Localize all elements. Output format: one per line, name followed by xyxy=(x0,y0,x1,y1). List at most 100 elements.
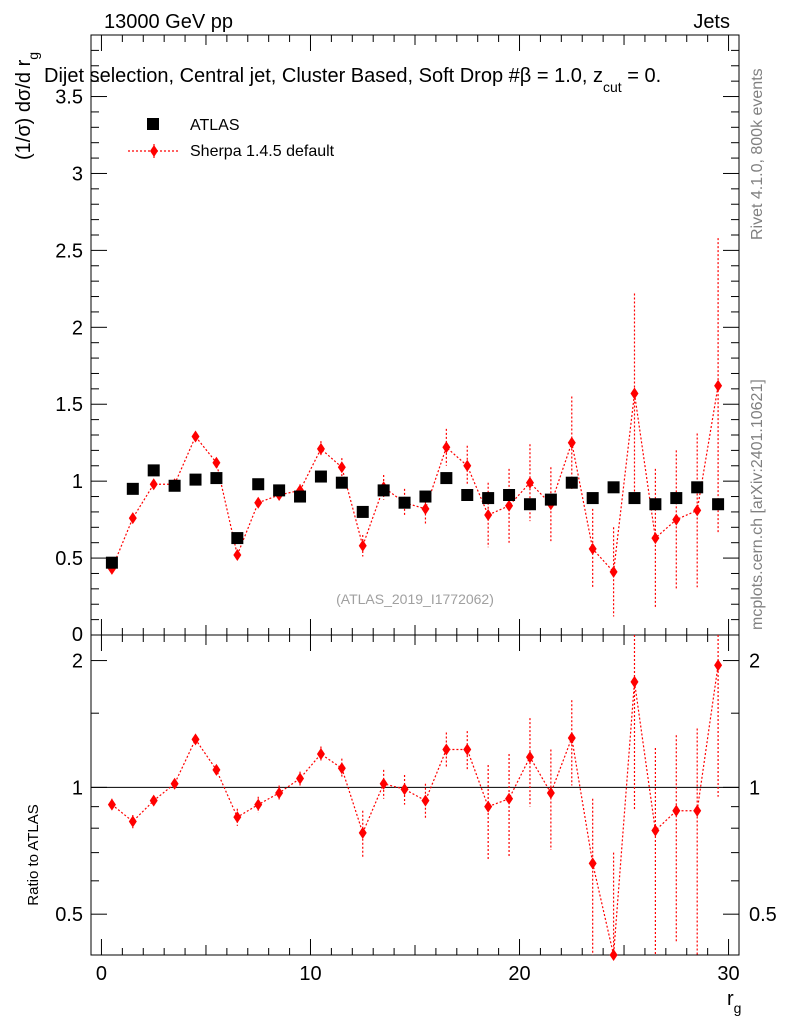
main-sherpa-point xyxy=(128,512,137,525)
ratio-xlabel-sub: g xyxy=(734,1000,742,1016)
main-atlas-point xyxy=(294,490,307,503)
ratio-sherpa-point xyxy=(149,794,158,807)
ratio-axes: 0.5 0.51 12 20 10 20 30 xyxy=(55,635,777,985)
main-ytick-label: 0.5 xyxy=(55,548,83,570)
main-atlas-point xyxy=(356,505,369,518)
ratio-sherpa-point xyxy=(463,743,472,756)
ratio-xtick-label: 0 xyxy=(96,963,107,985)
ratio-sherpa-point xyxy=(421,794,430,807)
main-sherpa-point xyxy=(567,436,576,449)
legend: ATLAS Sherpa 1.4.5 default xyxy=(128,117,335,160)
main-atlas-point xyxy=(252,478,265,491)
ratio-ylabel: Ratio to ATLAS xyxy=(25,804,42,905)
main-atlas-point xyxy=(168,479,181,492)
ratio-xtick-label: 30 xyxy=(717,963,739,985)
main-sherpa-point xyxy=(337,461,346,474)
ratio-sherpa-point xyxy=(233,811,242,824)
main-ytick-label: 2 xyxy=(72,317,83,339)
ratio-panel: 0.5 0.51 12 20 10 20 30 xyxy=(55,634,777,985)
ratio-sherpa-point xyxy=(379,777,388,790)
main-sherpa-point xyxy=(505,499,514,512)
ratio-xtick-label: 10 xyxy=(299,963,321,985)
main-atlas-point xyxy=(461,489,474,501)
main-atlas-point xyxy=(314,470,327,483)
legend-sherpa-marker xyxy=(150,145,158,157)
ratio-sherpa-point xyxy=(588,857,597,870)
main-sherpa-line xyxy=(111,385,719,574)
main-sherpa-point xyxy=(651,532,660,545)
main-atlas-point xyxy=(189,473,202,486)
main-atlas-point xyxy=(273,484,286,497)
ratio-sherpa-point xyxy=(254,798,263,811)
main-atlas-point xyxy=(607,481,620,494)
main-sherpa-point xyxy=(672,513,681,526)
plot-subtitle-tail: = 0. xyxy=(622,65,661,87)
legend-atlas-marker xyxy=(147,118,159,130)
ratio-sherpa-point xyxy=(400,783,409,796)
main-sherpa-point xyxy=(212,456,221,469)
main-atlas-point xyxy=(105,556,118,569)
main-atlas-point xyxy=(419,490,432,503)
ratio-sherpa-point xyxy=(609,949,618,961)
main-sherpa-point xyxy=(693,504,702,517)
main-sherpa-point xyxy=(254,496,263,509)
main-sherpa-point xyxy=(233,549,242,561)
main-atlas-point xyxy=(586,492,599,505)
main-frame xyxy=(90,34,740,636)
analysis-watermark: (ATLAS_2019_I1772062) xyxy=(336,591,494,607)
main-sherpa-point xyxy=(588,542,597,555)
main-ylabel-text: (1/σ) dσ/d r xyxy=(13,59,35,160)
main-ytick-label: 1 xyxy=(72,471,83,493)
ratio-sherpa-point xyxy=(630,675,639,688)
legend-sherpa-label: Sherpa 1.4.5 default xyxy=(190,143,335,160)
main-atlas-series xyxy=(105,464,725,569)
ratio-sherpa-point xyxy=(296,772,305,785)
main-sherpa-series xyxy=(107,238,723,617)
ratio-sherpa-point xyxy=(128,815,137,828)
main-ytick-label: 3.5 xyxy=(55,87,83,109)
ratio-sherpa-point xyxy=(651,824,660,837)
ratio-sherpa-point xyxy=(316,748,325,761)
main-ytick-label: 2.5 xyxy=(55,240,83,262)
ratio-sherpa-point xyxy=(170,777,179,790)
ratio-ytick-label-left: 2 xyxy=(72,651,83,673)
main-atlas-point xyxy=(503,489,516,501)
main-atlas-point xyxy=(565,476,578,489)
main-atlas-point xyxy=(523,498,536,511)
main-atlas-point xyxy=(147,464,160,477)
main-atlas-point xyxy=(398,496,411,509)
main-sherpa-point xyxy=(191,430,200,443)
ratio-xlabel-text: r xyxy=(727,988,734,1010)
main-atlas-point xyxy=(544,493,557,506)
main-atlas-point xyxy=(231,532,244,545)
main-atlas-point xyxy=(691,481,704,494)
ratio-ytick-label-right: 0.5 xyxy=(749,904,777,926)
ratio-ytick-label-left: 1 xyxy=(72,777,83,799)
main-sherpa-point xyxy=(316,442,325,455)
plot-subtitle-sub: cut xyxy=(603,79,622,95)
header-right: Jets xyxy=(693,11,730,33)
main-atlas-point xyxy=(649,498,662,511)
main-sherpa-point xyxy=(149,478,158,491)
main-sherpa-point xyxy=(421,502,430,515)
ratio-sherpa-point xyxy=(191,733,200,746)
main-atlas-point xyxy=(335,476,348,489)
ratio-sherpa-point xyxy=(337,762,346,775)
main-axes: 0.5 1 1.5 2 2.5 3 3.5 0 xyxy=(55,35,739,646)
ratio-frame xyxy=(90,634,740,956)
main-atlas-point xyxy=(377,484,390,497)
main-sherpa-point xyxy=(442,441,451,454)
main-ytick-label: 1.5 xyxy=(55,394,83,416)
main-atlas-point xyxy=(210,472,223,485)
main-atlas-point xyxy=(482,492,495,505)
ratio-sherpa-point xyxy=(484,800,493,813)
ratio-sherpa-point xyxy=(358,826,367,839)
ratio-xlabel: rg xyxy=(727,988,741,1016)
ratio-sherpa-series xyxy=(107,635,723,961)
main-sherpa-point xyxy=(714,379,723,392)
main-atlas-point xyxy=(670,492,683,505)
main-ylabel: (1/σ) dσ/d rg xyxy=(13,52,41,160)
rivet-label: Rivet 4.1.0, 800k events xyxy=(749,68,766,240)
main-atlas-point xyxy=(712,498,725,511)
ratio-ytick-label-right: 1 xyxy=(749,777,760,799)
